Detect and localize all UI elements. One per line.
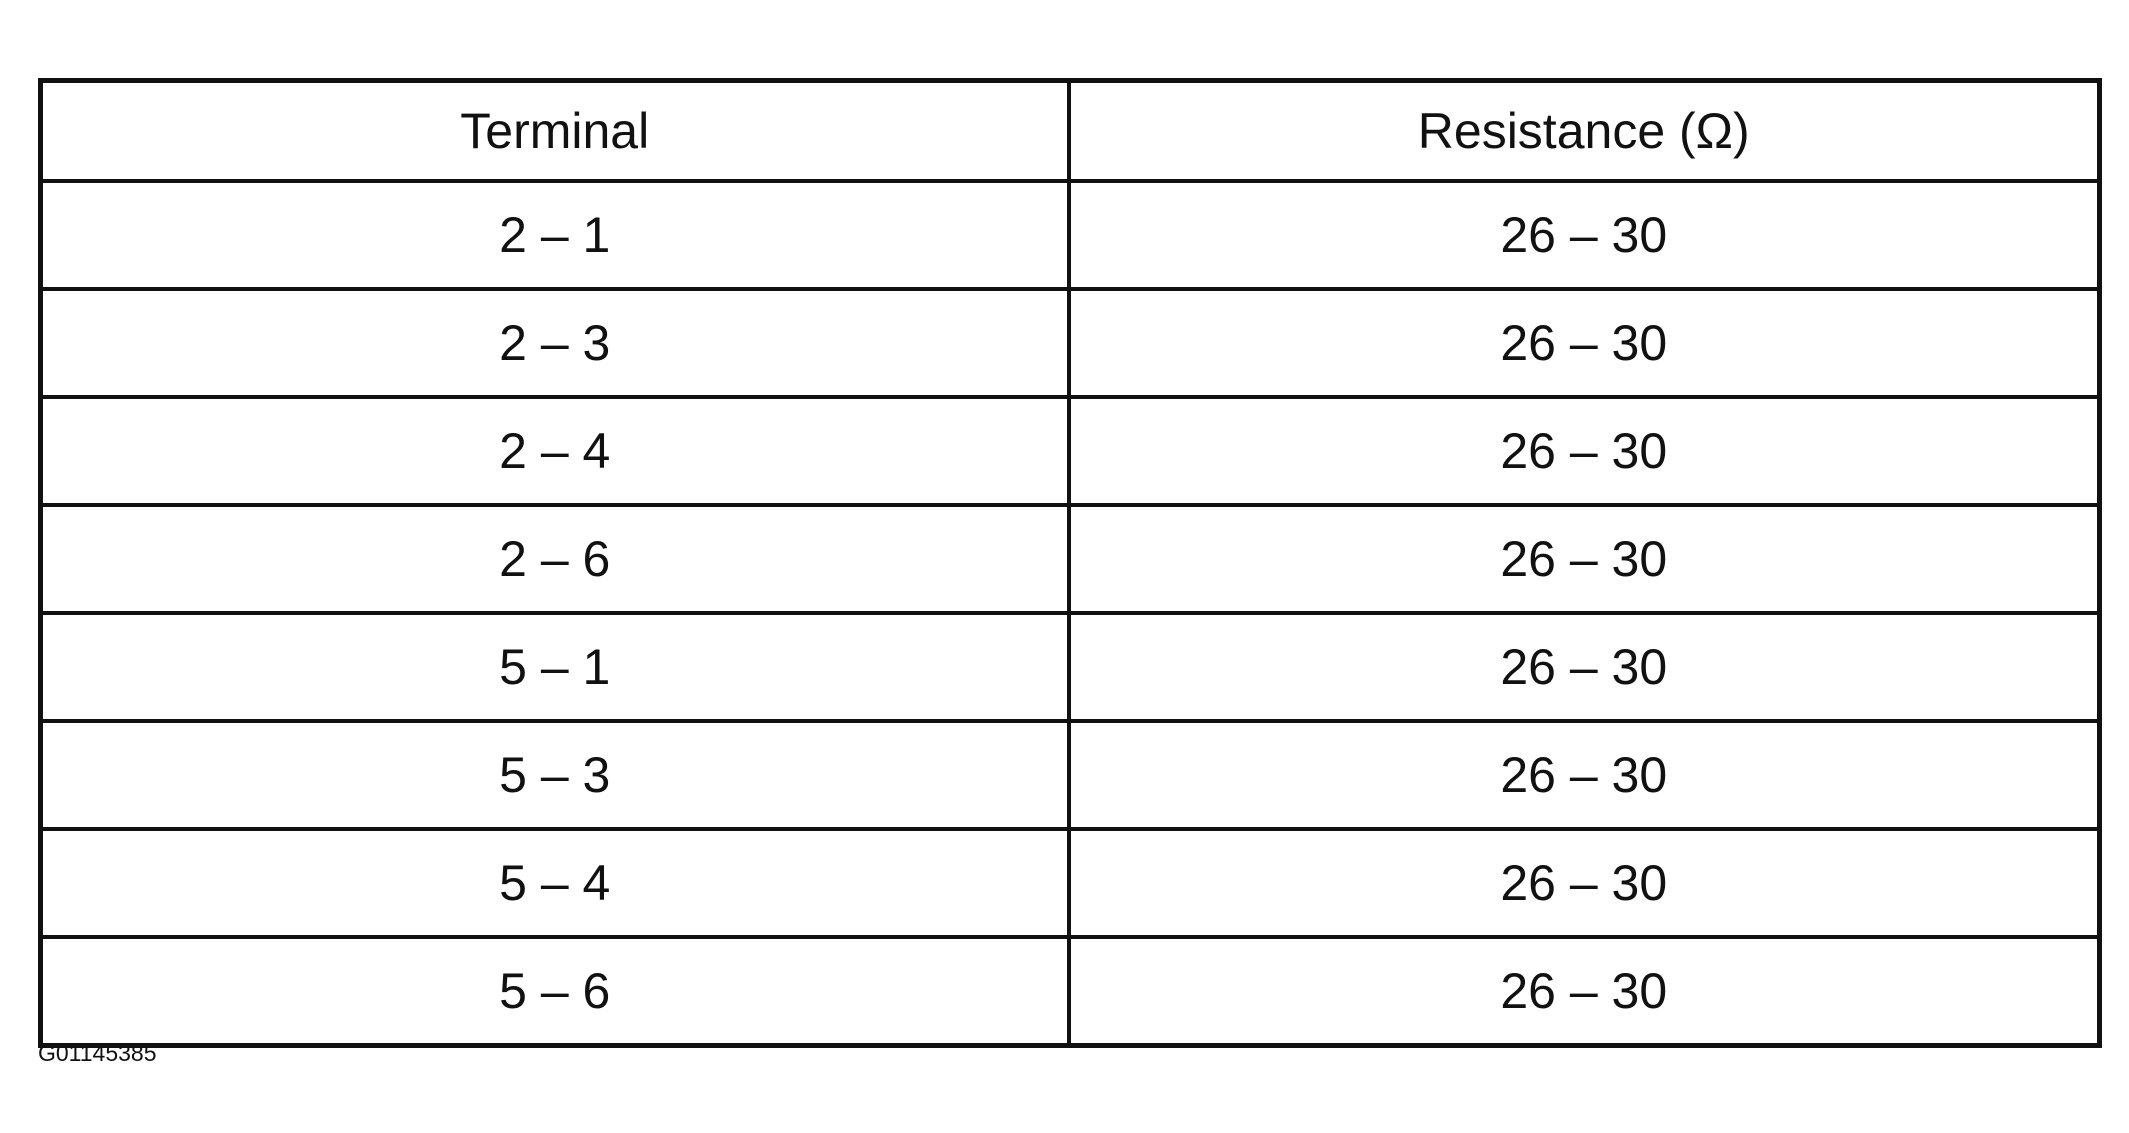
resistance-cell: 26 – 30 bbox=[1066, 935, 2102, 1048]
table-row: 5 – 4 26 – 30 bbox=[38, 827, 2102, 939]
terminal-cell: 5 – 4 bbox=[38, 827, 1071, 939]
header-resistance: Resistance (Ω) bbox=[1066, 78, 2102, 183]
terminal-cell: 2 – 3 bbox=[38, 287, 1071, 399]
terminal-cell: 5 – 1 bbox=[38, 611, 1071, 723]
resistance-cell: 26 – 30 bbox=[1066, 179, 2102, 291]
figure-id: G01145385 bbox=[38, 1040, 157, 1066]
terminal-cell: 2 – 6 bbox=[38, 503, 1071, 615]
table-row: 2 – 3 26 – 30 bbox=[38, 287, 2102, 399]
table-row: 5 – 1 26 – 30 bbox=[38, 611, 2102, 723]
resistance-table: Terminal Resistance (Ω) 2 – 1 26 – 30 2 – … bbox=[38, 78, 2102, 1048]
terminal-cell: 2 – 4 bbox=[38, 395, 1071, 507]
table-row: 2 – 4 26 – 30 bbox=[38, 395, 2102, 507]
header-terminal: Terminal bbox=[38, 78, 1071, 183]
resistance-cell: 26 – 30 bbox=[1066, 827, 2102, 939]
resistance-cell: 26 – 30 bbox=[1066, 395, 2102, 507]
table-row: 5 – 6 26 – 30 bbox=[38, 935, 2102, 1048]
table-row: 5 – 3 26 – 30 bbox=[38, 719, 2102, 831]
resistance-cell: 26 – 30 bbox=[1066, 719, 2102, 831]
resistance-cell: 26 – 30 bbox=[1066, 611, 2102, 723]
resistance-cell: 26 – 30 bbox=[1066, 503, 2102, 615]
table-row: 2 – 6 26 – 30 bbox=[38, 503, 2102, 615]
table-header-row: Terminal Resistance (Ω) bbox=[38, 78, 2102, 183]
terminal-cell: 5 – 6 bbox=[38, 935, 1071, 1048]
resistance-cell: 26 – 30 bbox=[1066, 287, 2102, 399]
table-row: 2 – 1 26 – 30 bbox=[38, 179, 2102, 291]
terminal-cell: 2 – 1 bbox=[38, 179, 1071, 291]
terminal-cell: 5 – 3 bbox=[38, 719, 1071, 831]
